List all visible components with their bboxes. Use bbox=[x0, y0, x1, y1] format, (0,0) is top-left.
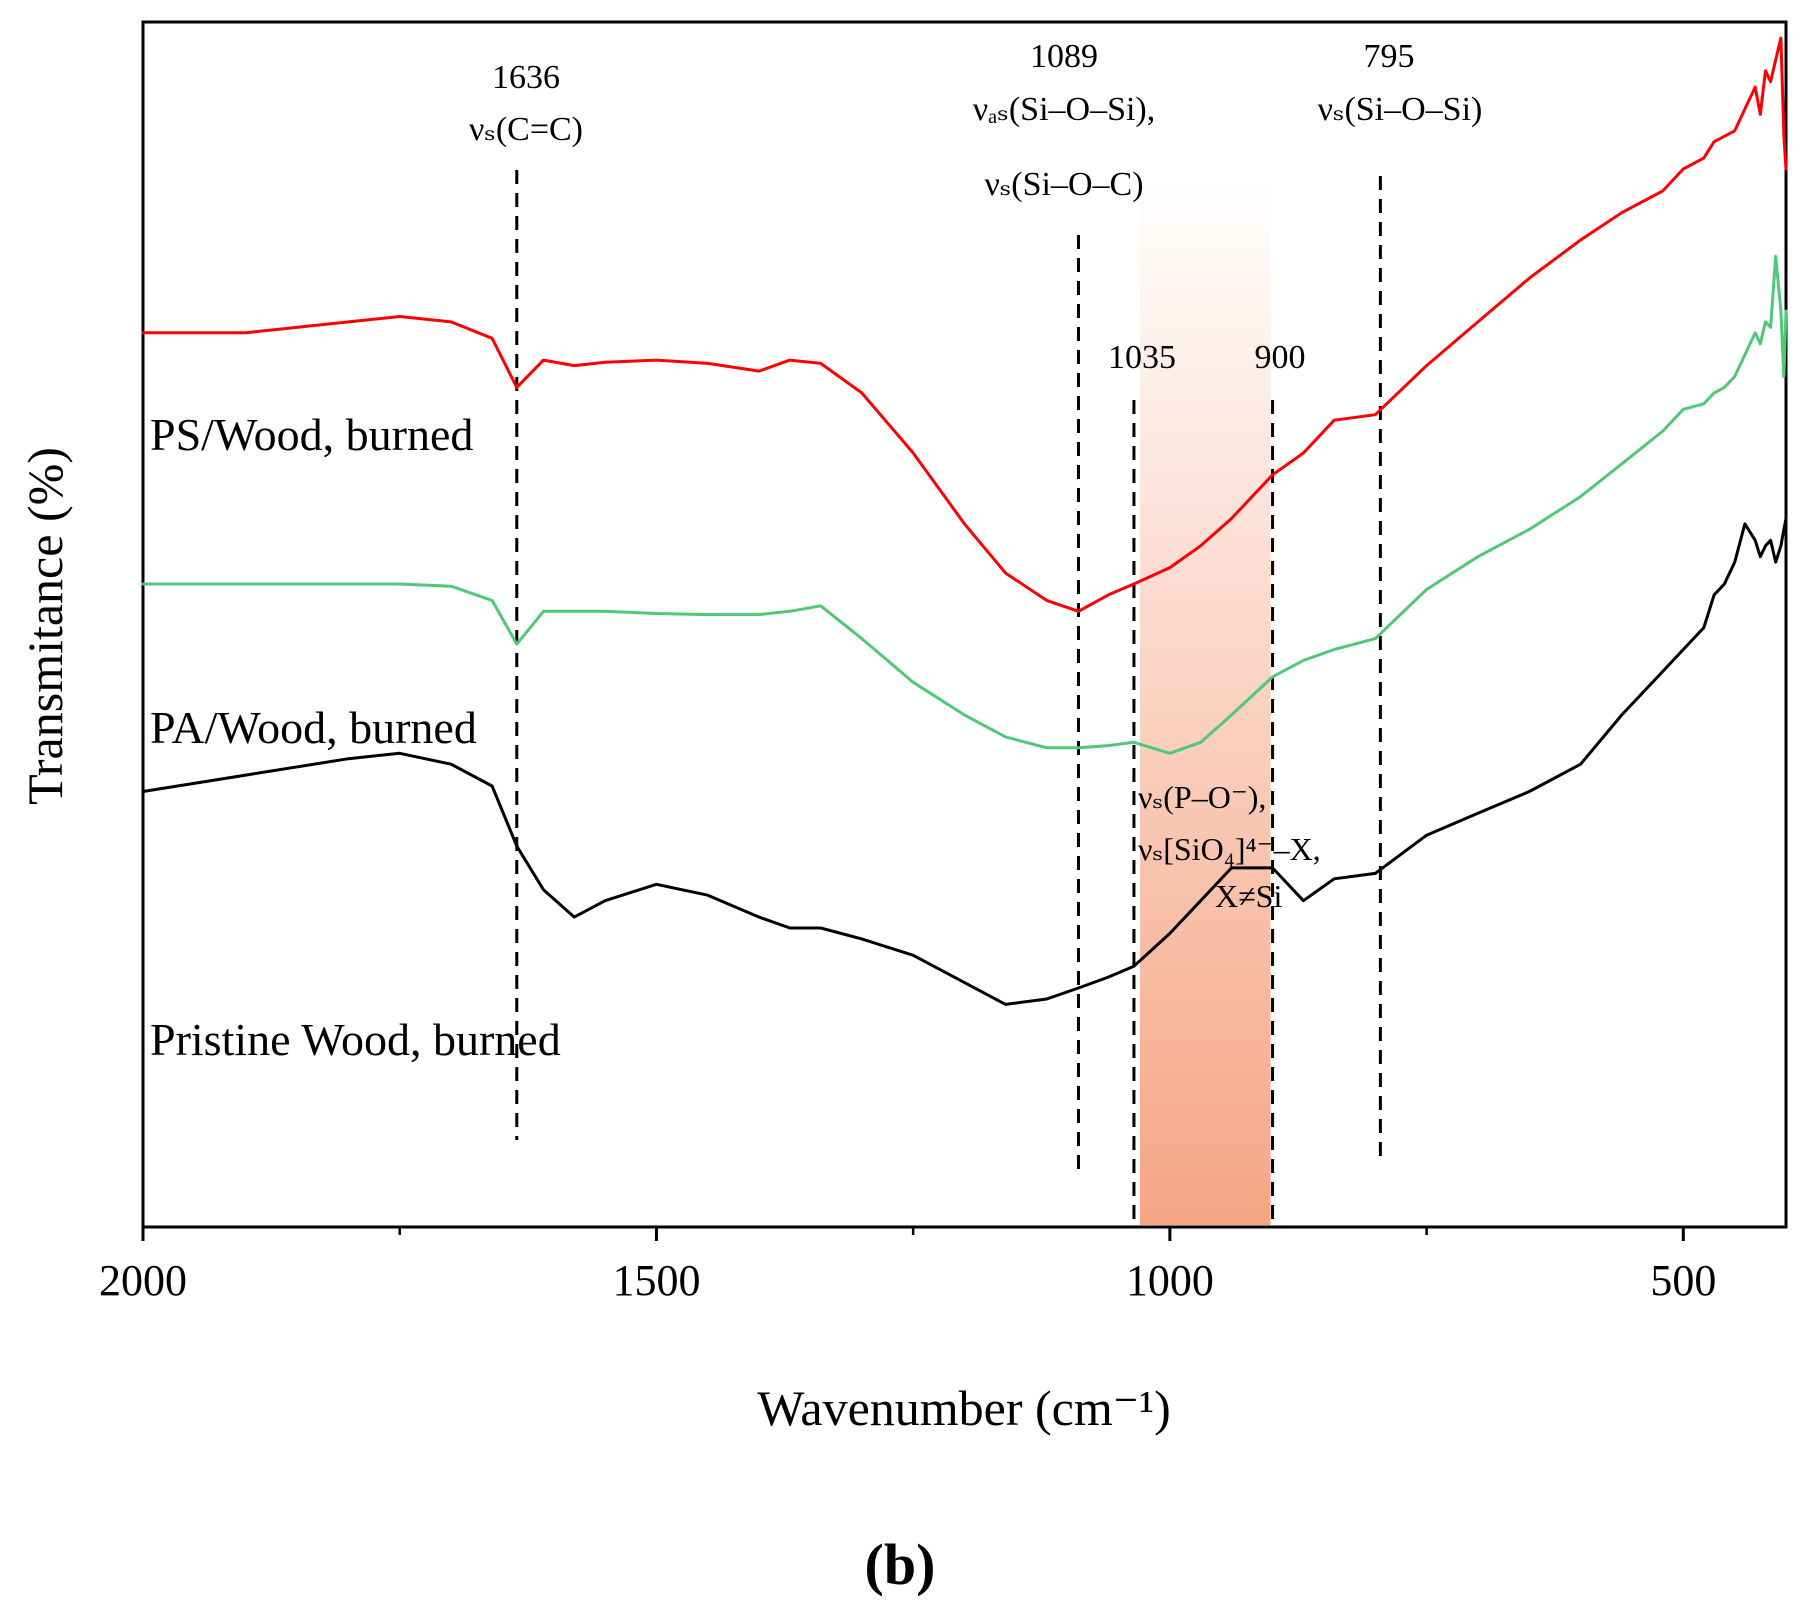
x-tick-label-1000: 1000 bbox=[1126, 1256, 1214, 1305]
x-axis-title: Wavenumber (cm⁻¹) bbox=[757, 1380, 1171, 1436]
plot-frame bbox=[141, 20, 1788, 1229]
peak-label-795: 795 bbox=[1364, 38, 1415, 75]
peak-label-1636: 1636 bbox=[492, 59, 560, 96]
peak-label-1636-mode: νₛ(C=C) bbox=[469, 111, 583, 148]
peak-label-1089-mode-2: νₛ(Si–O–C) bbox=[984, 166, 1143, 203]
shade-label-line-1: νₛ(P–O⁻), bbox=[1138, 779, 1266, 815]
x-tick-label-2000: 2000 bbox=[99, 1256, 187, 1305]
series-label-pa-wood: PA/Wood, burned bbox=[150, 702, 477, 753]
shaded-band-1035-900 bbox=[1139, 180, 1271, 1225]
panel-label: (b) bbox=[865, 1532, 936, 1597]
series-line-pa-wood-burned bbox=[141, 254, 1788, 755]
series-line-ps-wood-burned bbox=[141, 36, 1788, 613]
peak-label-1089: 1089 bbox=[1030, 38, 1098, 75]
shade-label-line-2: νₛ[SiO₄]⁴⁻–X, bbox=[1138, 831, 1321, 867]
peak-label-1089-mode-1: νₐₛ(Si–O–Si), bbox=[973, 91, 1156, 128]
shade-label-line-3: X≠Si bbox=[1215, 878, 1282, 914]
series-line-pristine-wood-burned bbox=[141, 517, 1788, 1006]
x-tick-label-500: 500 bbox=[1650, 1256, 1716, 1305]
y-axis-title: Transmitance (%) bbox=[17, 447, 73, 805]
series-label-pristine-wood: Pristine Wood, burned bbox=[150, 1014, 561, 1065]
peak-label-1035: 1035 bbox=[1108, 339, 1176, 376]
peak-label-795-mode: νₛ(Si–O–Si) bbox=[1318, 91, 1483, 128]
peak-label-900: 900 bbox=[1255, 339, 1306, 376]
x-tick-label-1500: 1500 bbox=[612, 1256, 700, 1305]
series-label-ps-wood: PS/Wood, burned bbox=[150, 409, 473, 460]
